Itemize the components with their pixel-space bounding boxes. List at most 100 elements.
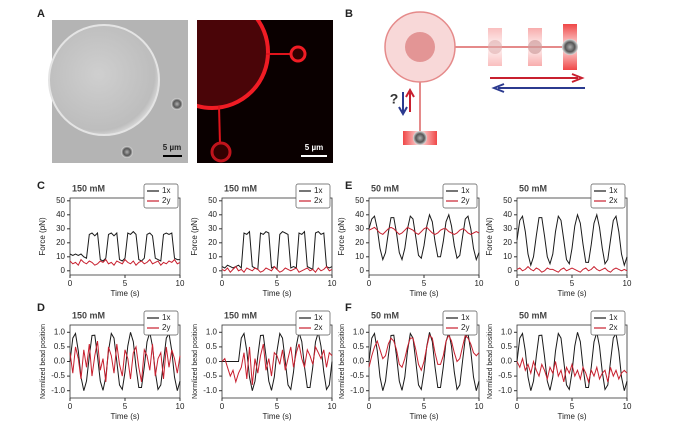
y-axis-label: Normlized bead position [339,324,346,399]
data-line [516,265,628,273]
y-tick-label: 0.5 [206,342,218,351]
data-line [368,213,480,262]
x-tick-label: 10 [176,402,185,411]
x-tick-label: 5 [422,279,427,288]
y-tick-label: 40 [56,210,65,219]
y-tick-label: 0 [508,266,513,275]
x-tick-label: 10 [623,279,632,288]
x-tick-label: 5 [275,279,280,288]
y-tick-label: 0 [360,266,365,275]
arrow [398,92,408,117]
x-tick-label: 10 [176,279,185,288]
y-tick-label: 1.0 [54,327,66,336]
y-axis-label: Normlized bead position [487,324,494,399]
arrow [490,73,585,83]
y-tick-label: -0.5 [498,371,512,380]
x-tick-label: 5 [422,402,427,411]
y-axis-label: Force (pN) [337,217,346,256]
question-mark: ? [390,91,399,107]
legend-box [442,183,478,209]
bead [289,45,307,63]
x-tick-label: 0 [367,402,372,411]
legend-label: 1x [461,313,469,322]
legend-label: 2x [314,323,322,332]
y-axis-label: Normlized bead position [192,324,199,399]
legend-box [590,183,626,209]
scale-label: 5 µm [163,143,181,152]
legend-box [295,183,331,209]
chart-title: 50 mM [519,310,547,320]
bead [562,39,578,55]
legend-label: 2y [461,196,469,205]
panel-label: B [345,8,353,20]
data-line [516,356,628,384]
y-tick-label: 1.0 [206,327,218,336]
y-tick-label: 30 [56,224,65,233]
y-tick-label: 1.0 [353,327,365,336]
y-tick-label: -0.5 [350,371,364,380]
y-tick-label: 0.0 [54,357,66,366]
nucleus [405,32,435,62]
panel-label: F [345,302,352,314]
legend-box [442,310,478,336]
legend-label: 1x [314,313,322,322]
x-tick-label: 5 [570,402,575,411]
arrow [405,87,415,112]
y-tick-label: 50 [56,196,65,205]
bead [413,131,427,145]
legend-box [143,183,179,209]
arrow [491,83,585,93]
x-axis-label: Time (s) [262,289,291,298]
y-tick-label: 10 [355,252,364,261]
tether [218,105,221,145]
legend-box [143,310,179,336]
bead [171,98,183,110]
chart-title: 150 mM [224,310,257,320]
y-tick-label: 20 [208,238,217,247]
x-tick-label: 10 [623,402,632,411]
y-tick-label: 0 [213,266,218,275]
y-tick-label: 40 [208,210,217,219]
y-axis-label: Force (pN) [38,217,47,256]
data-line [221,230,333,271]
legend-label: 1x [314,186,322,195]
y-tick-label: 10 [503,252,512,261]
y-tick-label: 0 [61,266,66,275]
x-axis-label: Time (s) [110,289,139,298]
chart-title: 150 mM [72,183,105,193]
chart-title: 50 mM [519,183,547,193]
y-tick-label: 50 [355,196,364,205]
panel-label: E [345,180,352,192]
x-tick-label: 10 [475,279,484,288]
x-axis-label: Time (s) [557,412,586,421]
bead [488,40,502,54]
chart-title: 50 mM [371,183,399,193]
y-tick-label: 0.0 [353,357,365,366]
y-tick-label: 0.0 [501,357,513,366]
data-line [516,212,628,268]
data-line [368,334,480,372]
y-tick-label: 50 [208,196,217,205]
y-tick-label: 40 [503,210,512,219]
panel-label: C [37,180,45,192]
x-tick-label: 10 [328,279,337,288]
data-line [69,341,181,382]
legend-label: 1x [461,186,469,195]
y-tick-label: 0.5 [501,342,513,351]
y-tick-label: 30 [208,224,217,233]
legend-box [590,310,626,336]
x-axis-label: Time (s) [262,412,291,421]
x-tick-label: 0 [515,402,520,411]
x-tick-label: 5 [123,402,128,411]
data-line [69,332,181,391]
x-tick-label: 0 [68,279,73,288]
y-tick-label: -1.0 [498,386,512,395]
y-tick-label: -1.0 [350,386,364,395]
y-tick-label: 10 [208,252,217,261]
y-tick-label: 1.0 [501,327,513,336]
x-tick-label: 0 [367,279,372,288]
y-tick-label: 20 [56,238,65,247]
panel-label: D [37,302,45,314]
x-tick-label: 0 [515,279,520,288]
